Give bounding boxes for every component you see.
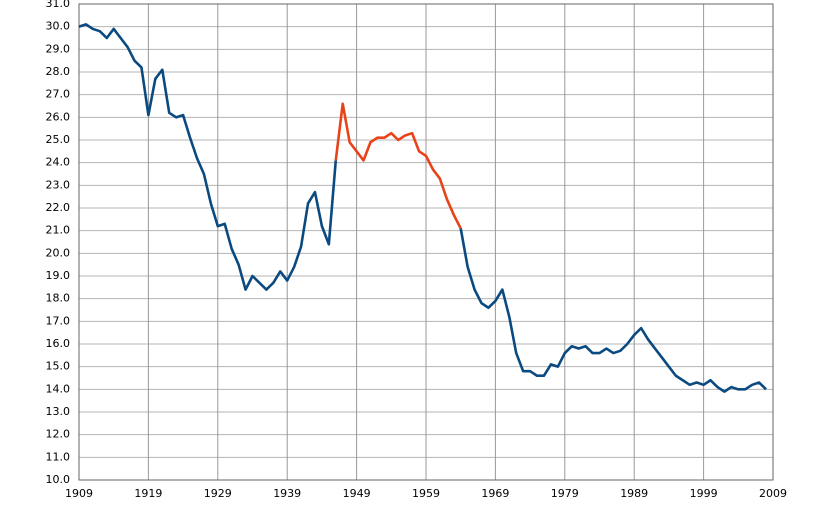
data-line — [78, 23, 767, 393]
x-tick-label: 1909 — [65, 487, 93, 500]
x-tick-label: 2009 — [759, 487, 787, 500]
y-tick-label: 28.0 — [46, 65, 71, 78]
y-tick-label: 31.0 — [46, 0, 71, 10]
y-tick-label: 17.0 — [46, 314, 71, 327]
x-tick-label: 1989 — [620, 487, 648, 500]
y-tick-label: 11.0 — [46, 450, 71, 463]
x-tick-label: 1959 — [412, 487, 440, 500]
x-tick-label: 1969 — [481, 487, 509, 500]
y-tick-label: 25.0 — [46, 133, 71, 146]
y-tick-label: 27.0 — [46, 88, 71, 101]
x-tick-label: 1979 — [551, 487, 579, 500]
y-tick-label: 15.0 — [46, 360, 71, 373]
x-tick-label: 1929 — [204, 487, 232, 500]
y-tick-label: 29.0 — [46, 42, 71, 55]
lines — [78, 23, 767, 393]
grid — [78, 3, 774, 481]
x-tick-label: 1949 — [343, 487, 371, 500]
y-tick-label: 18.0 — [46, 292, 71, 305]
y-tick-label: 20.0 — [46, 246, 71, 259]
x-tick-label: 1939 — [273, 487, 301, 500]
y-tick-label: 23.0 — [46, 178, 71, 191]
y-tick-label: 12.0 — [46, 428, 71, 441]
y-tick-label: 22.0 — [46, 201, 71, 214]
y-tick-label: 10.0 — [46, 473, 71, 486]
y-tick-label: 19.0 — [46, 269, 71, 282]
data-line — [334, 102, 462, 229]
x-tick-label: 1919 — [134, 487, 162, 500]
plot-frame — [78, 3, 774, 481]
y-tick-label: 26.0 — [46, 110, 71, 123]
y-tick-label: 30.0 — [46, 20, 71, 33]
y-tick-label: 21.0 — [46, 224, 71, 237]
y-tick-label: 14.0 — [46, 382, 71, 395]
y-tick-label: 16.0 — [46, 337, 71, 350]
y-tick-label: 13.0 — [46, 405, 71, 418]
y-tick-label: 24.0 — [46, 156, 71, 169]
x-tick-label: 1999 — [690, 487, 718, 500]
